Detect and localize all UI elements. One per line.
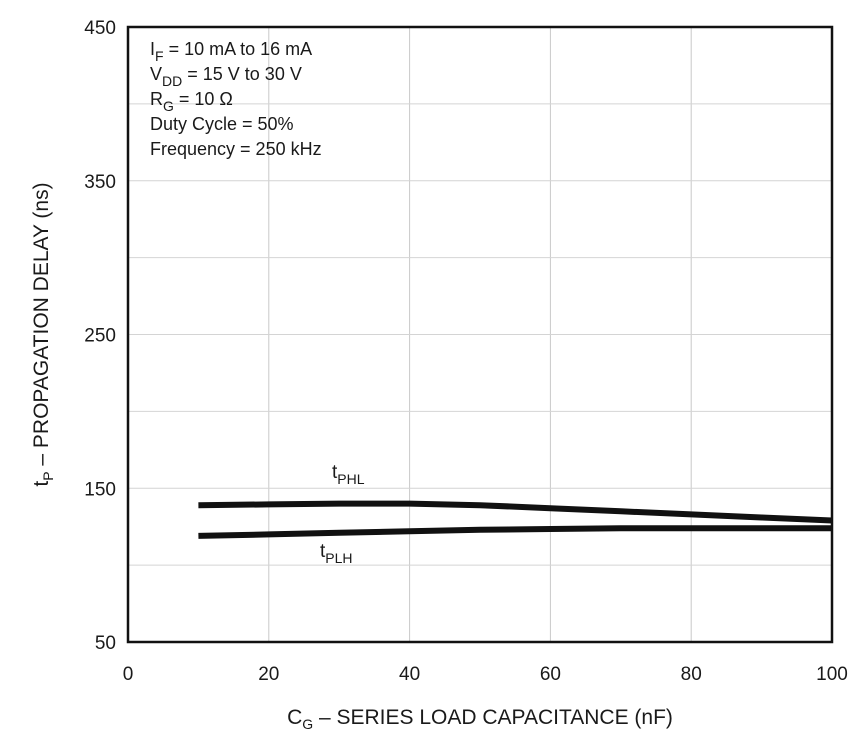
series-label-tPLH: tPLH	[320, 541, 353, 566]
condition-line: IF = 10 mA to 16 mA	[150, 39, 312, 64]
x-tick-label: 20	[258, 664, 279, 685]
x-axis-title: CG – SERIES LOAD CAPACITANCE (nF)	[287, 706, 673, 732]
y-tick-label: 250	[84, 326, 116, 347]
y-tick-label: 150	[84, 479, 116, 500]
series-label-layer: tPHL tPLH	[320, 462, 365, 566]
x-tick-label: 80	[681, 664, 702, 685]
condition-line: Frequency = 250 kHz	[150, 139, 322, 159]
series-label-tPHL: tPHL	[332, 462, 365, 487]
series-line-tPLH	[198, 525, 832, 539]
condition-line: RG = 10 Ω	[150, 89, 233, 114]
grid-layer	[128, 27, 832, 642]
tick-label-layer: 0 20 40 60 80 100 50 150 250 350 450	[84, 18, 848, 685]
x-tick-label: 40	[399, 664, 420, 685]
x-tick-label: 0	[123, 664, 134, 685]
y-tick-label: 450	[84, 18, 116, 39]
y-tick-label: 350	[84, 172, 116, 193]
y-tick-label: 50	[95, 633, 116, 654]
x-tick-label: 100	[816, 664, 848, 685]
condition-line: VDD = 15 V to 30 V	[150, 64, 302, 89]
y-axis-title: tP – PROPAGATION DELAY (ns)	[30, 182, 56, 486]
series-layer	[198, 500, 833, 539]
condition-line: Duty Cycle = 50%	[150, 114, 294, 134]
plot-frame	[126, 25, 834, 644]
x-tick-label: 60	[540, 664, 561, 685]
series-line-tPHL	[198, 500, 833, 524]
